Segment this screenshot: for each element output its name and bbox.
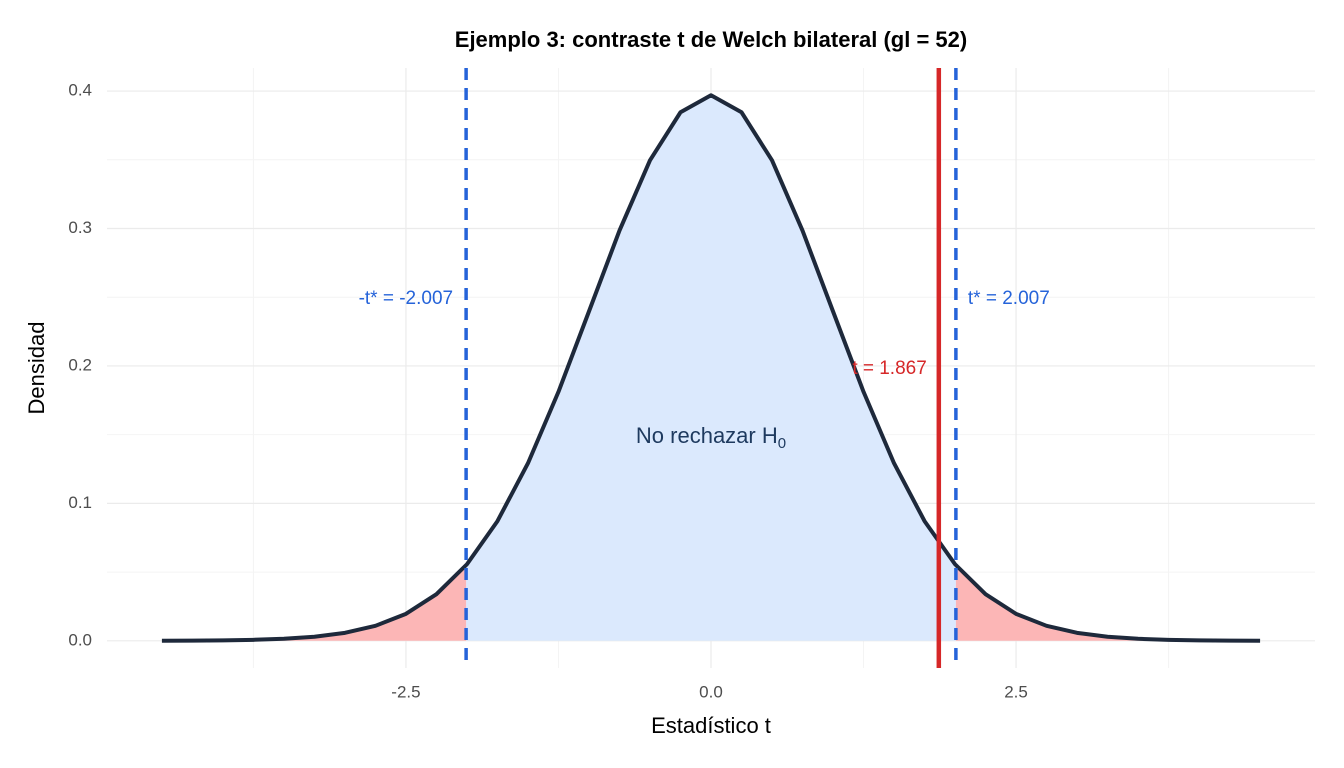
y-tick-label: 0.4	[68, 81, 92, 100]
y-tick-label: 0.0	[68, 630, 92, 649]
region-label: No rechazar H0	[636, 423, 786, 452]
chart-title: Ejemplo 3: contraste t de Welch bilatera…	[455, 27, 967, 52]
y-axis-label: Densidad	[24, 322, 49, 415]
density-curve	[161, 93, 1261, 643]
acceptance-area	[466, 95, 956, 641]
region-label-text: No rechazar H	[636, 423, 778, 448]
y-tick-label: 0.1	[68, 493, 92, 512]
critical-label: t* = 2.007	[968, 288, 1050, 309]
y-tick-label: 0.3	[68, 218, 92, 237]
x-axis-label: Estadístico t	[651, 713, 771, 738]
x-tick-label: 0.0	[699, 682, 723, 701]
critical-label: -t* = -2.007	[359, 288, 454, 309]
y-tick-label: 0.2	[68, 355, 92, 374]
x-tick-label: 2.5	[1004, 682, 1028, 701]
t-stat-label: t = 1.867	[852, 358, 926, 379]
region-label-subscript: 0	[778, 435, 786, 452]
x-tick-label: -2.5	[391, 682, 420, 701]
